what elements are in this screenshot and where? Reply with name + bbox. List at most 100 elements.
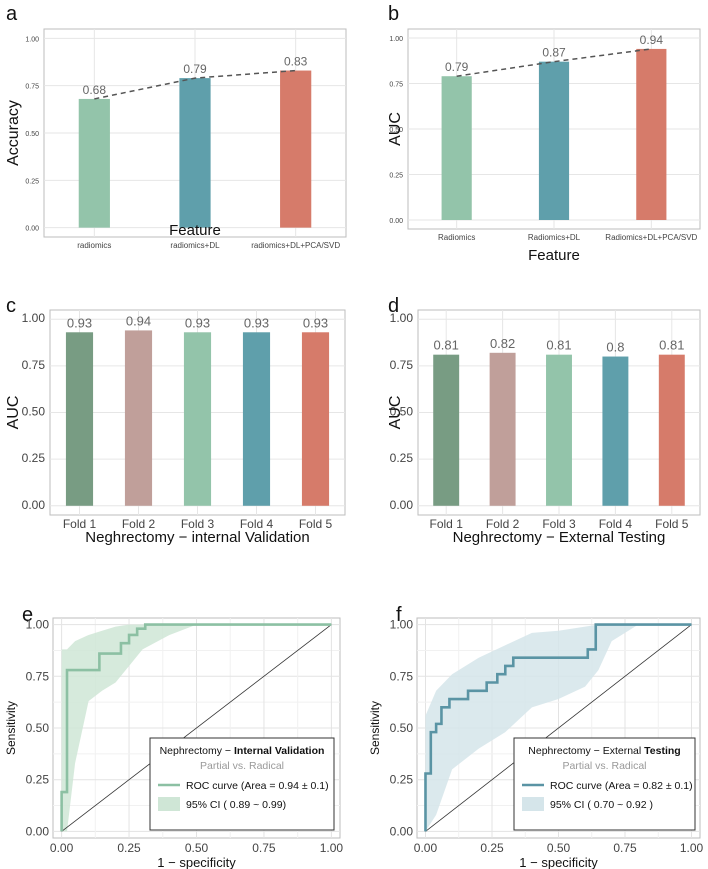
legend-box — [149, 737, 335, 831]
y-axis-title: Sensitivity — [4, 701, 18, 755]
x-tick-label: 1.00 — [680, 841, 704, 855]
bar-2 — [489, 352, 516, 506]
bar-value-label: 0.94 — [126, 313, 151, 328]
reference-diagonal — [61, 624, 332, 832]
bar-value-label: 0.79 — [445, 60, 469, 74]
panel-c: c 0.00 0.25 0.50 0.75 1.00 0.93 Fold 1 0.94 Fold … — [5, 295, 346, 546]
y-axis-title: AUC — [5, 396, 22, 430]
y-tick-label: 0.00 — [390, 824, 414, 838]
y-tick-label: 0.75 — [25, 84, 39, 91]
y-axis-title: Accuracy — [5, 100, 22, 166]
x-tick-label: 0.75 — [613, 841, 637, 855]
x-tick-label: Fold 1 — [430, 517, 464, 531]
x-tick-label: 0.00 — [50, 841, 74, 855]
legend-ci-label: 95% CI ( 0.89 ~ 0.99) — [186, 799, 286, 811]
y-tick-label: 0.50 — [22, 405, 46, 419]
x-axis-title: Neghrectomy − External Testing — [453, 529, 666, 546]
bar-2 — [538, 61, 570, 220]
y-tick-label: 0.25 — [390, 451, 414, 465]
x-tick-label: radiomics+DL — [170, 241, 220, 250]
reference-diagonal — [425, 624, 692, 832]
legend-ci-swatch — [158, 797, 180, 811]
x-axis-title: 1 − specificity — [519, 855, 598, 869]
roc-curve — [60, 623, 332, 832]
bar-1 — [433, 354, 460, 506]
x-tick-label: Fold 2 — [122, 517, 156, 531]
y-tick-label: 0.25 — [25, 178, 39, 185]
bar-5 — [301, 332, 330, 506]
y-tick-label: 1.00 — [22, 311, 46, 325]
x-tick-label: 0.00 — [414, 841, 438, 855]
x-tick-label: Fold 3 — [181, 517, 215, 531]
bar-5 — [658, 354, 685, 506]
roc-curve — [424, 623, 692, 832]
x-tick-label: 0.25 — [480, 841, 504, 855]
bar-4 — [242, 332, 271, 506]
ci-band — [425, 624, 692, 832]
legend-title-emphasis: Testing — [644, 745, 681, 757]
trend-line — [456, 48, 652, 77]
x-axis-title: Feature — [528, 247, 580, 264]
legend-title: Nephrectomy − Internal Validation — [160, 745, 325, 757]
legend-title: Nephrectomy − External Testing — [528, 745, 680, 757]
y-tick-label: 1.00 — [390, 618, 414, 632]
panel-d: d 0.00 0.25 0.50 0.75 1.00 0.81 Fold 1 0.82 Fold … — [387, 295, 701, 546]
trend-line — [94, 69, 296, 100]
bar-value-label: 0.82 — [490, 336, 515, 351]
y-tick-label: 0.75 — [390, 358, 414, 372]
legend-ci-label: 95% CI ( 0.70 ~ 0.92 ) — [550, 799, 653, 811]
y-tick-label: 0.00 — [389, 218, 403, 225]
y-tick-label: 1.00 — [390, 311, 414, 325]
x-tick-label: radiomics — [77, 241, 111, 250]
x-tick-label: Fold 5 — [299, 517, 333, 531]
y-tick-label: 0.50 — [26, 721, 50, 735]
bar-1 — [441, 76, 472, 220]
y-tick-label: 0.50 — [390, 721, 414, 735]
x-axis-title: Feature — [169, 222, 221, 239]
legend-subtitle: Partial vs. Radical — [562, 760, 646, 772]
panel-letter: e — [22, 604, 33, 626]
bar-2 — [124, 330, 153, 506]
bar-value-label: 0.68 — [83, 83, 107, 97]
y-axis-title: AUC — [387, 396, 404, 430]
x-tick-label: 0.50 — [185, 841, 209, 855]
x-tick-label: Fold 1 — [63, 517, 97, 531]
bar-1 — [65, 332, 94, 506]
legend-ci-swatch — [522, 797, 544, 811]
x-tick-label: Fold 5 — [655, 517, 689, 531]
y-tick-label: 0.75 — [22, 358, 46, 372]
bar-value-label: 0.93 — [244, 315, 269, 330]
x-tick-label: 0.25 — [117, 841, 141, 855]
bar-value-label: 0.81 — [546, 338, 571, 353]
legend-roc-label: ROC curve (Area = 0.94 ± 0.1) — [186, 780, 329, 792]
bar-4 — [602, 356, 629, 506]
y-tick-label: 0.25 — [390, 773, 414, 787]
y-tick-label: 0.75 — [389, 82, 403, 89]
x-tick-label: Fold 3 — [542, 517, 576, 531]
bar-value-label: 0.94 — [640, 33, 664, 47]
panel-letter: c — [6, 295, 16, 317]
bar-3 — [636, 48, 667, 220]
y-tick-label: 0.25 — [26, 773, 50, 787]
y-tick-label: 0.50 — [25, 131, 39, 138]
y-tick-label: 1.00 — [389, 36, 403, 43]
legend: Nephrectomy − External Testing Partial vs… — [513, 737, 696, 831]
y-tick-label: 0.50 — [389, 127, 403, 134]
legend-box — [513, 737, 696, 831]
x-tick-label: 0.75 — [252, 841, 276, 855]
legend-roc-label: ROC curve (Area = 0.82 ± 0.1) — [550, 780, 693, 792]
bar-value-label: 0.83 — [284, 55, 308, 69]
bar-2 — [179, 78, 211, 228]
y-tick-label: 0.00 — [22, 498, 46, 512]
y-tick-label: 0.50 — [390, 405, 414, 419]
bar-value-label: 0.93 — [67, 315, 92, 330]
bar-value-label: 0.93 — [303, 315, 328, 330]
bar-value-label: 0.8 — [606, 340, 624, 355]
x-tick-label: Radiomics — [438, 233, 475, 242]
y-tick-label: 0.00 — [390, 498, 414, 512]
bar-3 — [280, 70, 312, 228]
panel-f: f 0.00 0.25 0.50 0.75 1.00 0.00 0.25 0.50 0.75 1.0… — [368, 604, 704, 869]
y-tick-label: 1.00 — [26, 618, 50, 632]
x-tick-label: Radiomics+DL — [528, 233, 581, 242]
